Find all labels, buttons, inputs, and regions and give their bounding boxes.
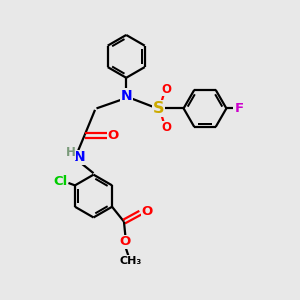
Text: N: N	[74, 150, 85, 164]
Text: S: S	[153, 101, 165, 116]
Text: H: H	[66, 146, 76, 159]
Text: O: O	[108, 129, 119, 142]
Text: CH₃: CH₃	[120, 256, 142, 266]
Text: O: O	[161, 82, 171, 96]
Text: O: O	[141, 205, 152, 218]
Text: Cl: Cl	[53, 175, 67, 188]
Text: N: N	[120, 89, 132, 103]
Text: O: O	[120, 235, 131, 248]
Text: O: O	[161, 121, 171, 134]
Text: F: F	[235, 102, 244, 115]
